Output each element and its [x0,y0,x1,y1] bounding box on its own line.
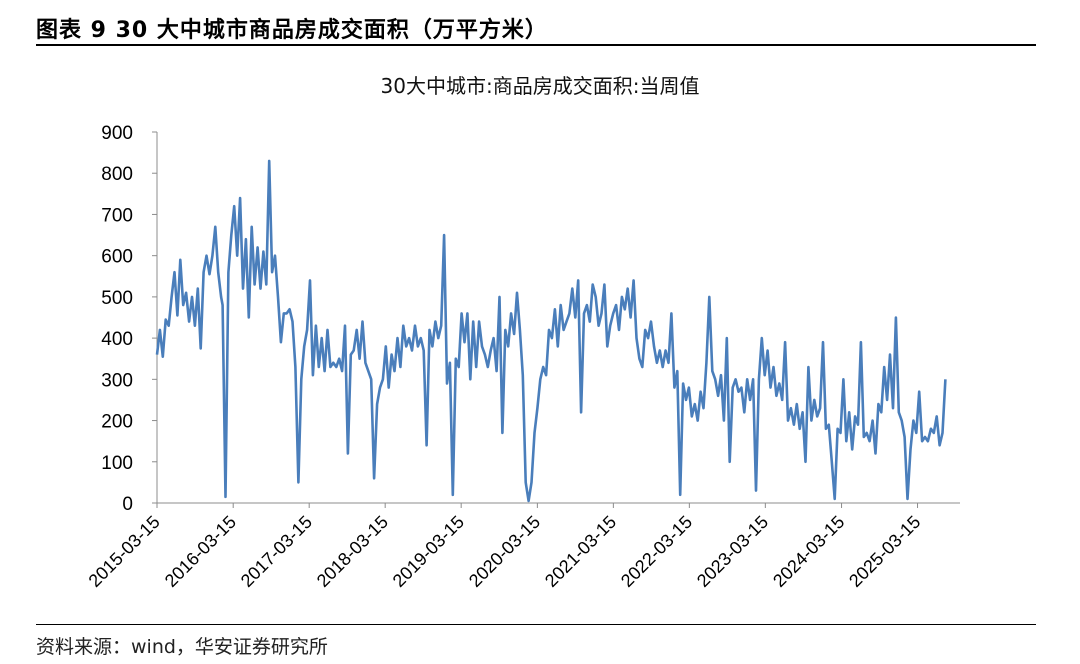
top-rule [36,44,1036,46]
x-tick-label: 2019-03-15 [389,512,468,591]
x-tick-label: 2018-03-15 [313,512,392,591]
x-tick-label: 2017-03-15 [237,512,316,591]
figure-title: 图表 9 30 大中城市商品房成交面积（万平方米） [36,18,548,43]
x-tick-label: 2023-03-15 [693,512,772,591]
y-tick-label: 400 [101,329,133,350]
x-tick-label: 2022-03-15 [617,512,696,591]
x-tick-label: 2016-03-15 [161,512,240,591]
y-tick-label: 300 [101,370,133,391]
series-line [155,159,947,503]
chart-title: 30大中城市:商品房成交面积:当周值 [380,74,700,98]
y-tick-label: 600 [101,247,133,268]
y-tick-label: 700 [101,205,133,226]
y-tick-label: 800 [101,164,133,185]
x-axis: 2015-03-152016-03-152017-03-152018-03-15… [85,502,960,591]
y-tick-label: 900 [101,123,133,144]
y-tick-label: 0 [122,494,133,515]
plot-area [155,159,947,503]
x-tick-label: 2015-03-15 [85,512,164,591]
y-axis: 0 100 200 300 400 500 600 700 800 900 [101,123,158,515]
y-tick-label: 200 [101,412,133,433]
y-tick-label: 500 [101,288,133,309]
x-tick-label: 2025-03-15 [845,512,924,591]
x-tick-label: 2021-03-15 [541,512,620,591]
x-tick-label: 2024-03-15 [769,512,848,591]
source-note: 资料来源：wind，华安证券研究所 [36,636,328,658]
x-tick-label: 2020-03-15 [465,512,544,591]
y-tick-label: 100 [101,453,133,474]
bottom-rule [36,624,1036,625]
